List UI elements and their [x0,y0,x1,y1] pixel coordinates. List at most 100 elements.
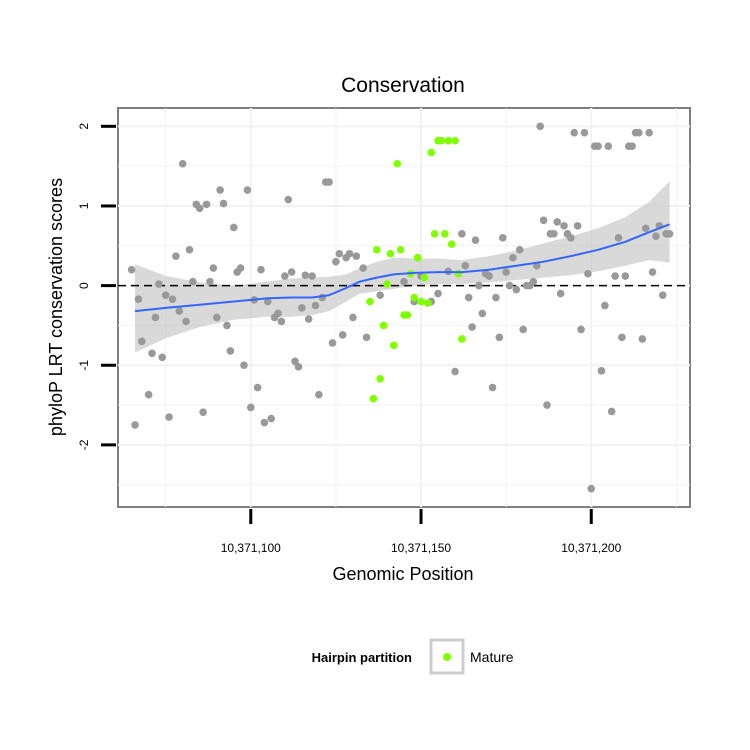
data-point-other [478,309,487,318]
smooth-fit-line [134,223,670,313]
data-point-other [645,128,653,137]
data-point-other [338,331,347,339]
data-point-other [144,390,153,399]
data-point-other [604,142,613,151]
data-point-other [362,333,371,342]
data-point-other [257,265,265,274]
data-point-other [134,295,143,303]
x-tick-label: 10,371,100 [221,541,281,555]
data-point-other [515,245,524,254]
data-point-other [665,230,674,238]
data-point-other [498,234,507,242]
data-point-other [127,265,136,274]
data-point-other [628,142,636,151]
data-point-other [219,199,228,208]
data-point-other [335,249,344,258]
x-tick-label: 10,371,150 [391,541,451,555]
data-point-other [281,272,289,280]
data-point-other [175,307,184,315]
data-point-other [529,277,538,286]
data-point-other [560,222,568,230]
data-point-other [464,293,473,302]
data-point-other [155,280,163,288]
data-points [127,122,674,493]
data-point-mature [386,249,395,258]
data-point-other [260,418,269,427]
data-point-other [246,403,255,412]
data-point-other [434,289,442,298]
data-point-other [451,367,459,376]
data-point-other [138,337,146,346]
data-point-other [345,249,354,258]
data-point-other [352,252,361,260]
data-point-other [519,325,527,334]
data-point-other [580,128,589,137]
data-point-mature [437,136,446,145]
data-point-other [178,159,187,168]
data-point-other [553,218,562,226]
data-point-other [284,195,293,204]
data-point-other [594,142,602,151]
data-point-other [195,204,204,213]
data-point-other [543,401,551,409]
data-point-mature [447,240,456,248]
data-point-other [131,421,139,429]
x-axis-label: Genomic Position [332,564,473,584]
data-point-other [212,313,221,322]
data-point-other [349,313,357,322]
data-point-mature [376,374,384,383]
data-point-other [304,315,313,323]
data-point-other [264,297,272,306]
data-point-mature [369,394,378,403]
data-point-other [182,317,190,326]
data-point-other [298,304,306,312]
data-point-other [611,272,619,280]
legend-label-mature: Mature [470,649,514,665]
data-point-mature [458,335,466,343]
data-point-other [641,224,650,233]
data-point-other [301,271,310,280]
data-point-other [291,357,299,366]
data-point-other [308,272,316,280]
data-point-other [315,390,323,399]
data-point-other [550,230,558,238]
data-point-other [229,223,238,232]
data-point-other [536,122,544,131]
data-point-other [226,347,235,355]
data-point-other [652,232,660,241]
data-point-other [601,301,609,310]
data-point-other [512,285,521,294]
data-point-other [492,293,500,302]
legend-key-mature-point [443,653,451,661]
data-point-other [488,383,497,392]
x-tick-label: 10,371,200 [561,541,621,555]
data-point-other [161,291,170,299]
data-point-other [328,339,337,347]
y-tick-label: -1 [77,360,91,371]
data-point-other [325,178,333,186]
data-point-other [475,281,483,290]
data-point-mature [410,293,419,302]
data-point-mature [430,230,439,238]
confidence-ribbon-group [135,181,670,353]
data-point-mature [366,297,374,306]
data-point-other [658,291,667,299]
data-point-other [461,261,470,270]
data-point-other [236,264,245,272]
y-tick-label: 1 [77,202,91,209]
data-point-other [577,325,585,334]
data-point-other [287,268,296,276]
data-point-other [209,264,218,272]
data-point-other [243,186,252,194]
data-point-other [539,216,548,225]
data-point-mature [389,341,398,350]
data-point-other [274,309,282,318]
data-point-mature [396,245,405,254]
data-point-mature [424,299,432,307]
confidence-ribbon [135,181,670,353]
data-point-other [158,353,167,362]
y-tick-label: 2 [77,123,91,130]
data-point-mature [393,159,401,168]
data-point-other [567,234,575,242]
data-point-other [267,414,276,423]
